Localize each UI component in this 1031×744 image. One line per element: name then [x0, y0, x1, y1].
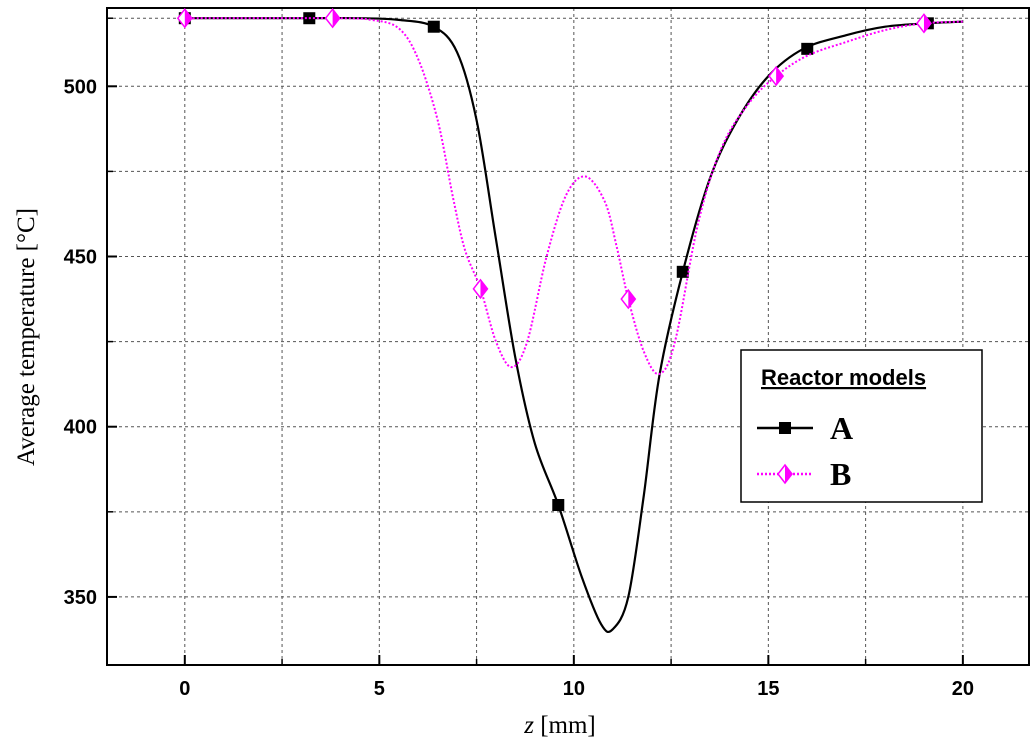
data-point-A	[552, 499, 565, 512]
marker-square-shape	[801, 42, 814, 55]
data-point-B	[916, 13, 932, 34]
data-point-B	[768, 65, 785, 87]
data-point-B	[620, 288, 637, 310]
legend-label-B: B	[830, 456, 851, 492]
series-A	[178, 12, 963, 634]
data-point-A	[676, 265, 689, 278]
series-layer	[176, 7, 963, 634]
x-tick-label: 20	[952, 678, 974, 700]
marker-square-shape	[779, 422, 791, 434]
legend-entry-A: A	[757, 410, 853, 446]
x-tick-labels: 0 5 10 15 20	[179, 678, 974, 700]
legend-entries: AB	[757, 410, 853, 492]
plot-frame	[106, 7, 1030, 666]
series-line-A	[184, 16, 963, 634]
legend-marker-A	[779, 422, 791, 434]
legend-marker-B	[777, 463, 793, 485]
marker-square-shape	[427, 20, 440, 33]
marker-diamond-fill	[628, 290, 636, 309]
data-point-B	[176, 7, 193, 29]
marker-diamond-fill	[480, 279, 488, 298]
marker-square-shape	[676, 265, 689, 278]
y-axis-label: Average temperature [°C]	[13, 208, 40, 466]
y-tick-label: 350	[64, 587, 97, 609]
y-tick-label: 450	[64, 247, 97, 269]
marker-diamond-fill	[785, 465, 792, 483]
y-tick-label: 500	[64, 76, 97, 98]
x-tick-label: 5	[374, 678, 385, 700]
data-point-B	[324, 7, 341, 29]
grid-lines	[107, 8, 1029, 665]
x-tick-label: 10	[563, 678, 585, 700]
marker-diamond-fill	[184, 9, 192, 28]
x-axis-label: z [mm]	[523, 712, 596, 739]
legend-entry-B: B	[757, 456, 851, 492]
data-point-A	[801, 42, 814, 55]
marker-square-shape	[552, 499, 565, 512]
x-axis-label-unit: [mm]	[534, 712, 596, 739]
axis-ticks	[107, 17, 964, 665]
legend: Reactor models AB	[740, 349, 983, 503]
marker-diamond-fill	[332, 9, 340, 28]
marker-diamond-fill	[776, 67, 784, 86]
data-point-B	[472, 278, 489, 300]
series-B	[176, 7, 963, 375]
data-point-A	[427, 20, 440, 33]
x-axis-label-var: z	[523, 712, 534, 739]
marker-diamond-fill	[923, 14, 931, 33]
x-tick-label: 0	[179, 678, 190, 700]
legend-title: Reactor models	[761, 365, 926, 390]
y-tick-labels: 350 400 450 500	[64, 76, 97, 609]
y-tick-label: 400	[64, 417, 97, 439]
legend-label-A: A	[830, 410, 853, 446]
x-tick-label: 15	[757, 678, 779, 700]
